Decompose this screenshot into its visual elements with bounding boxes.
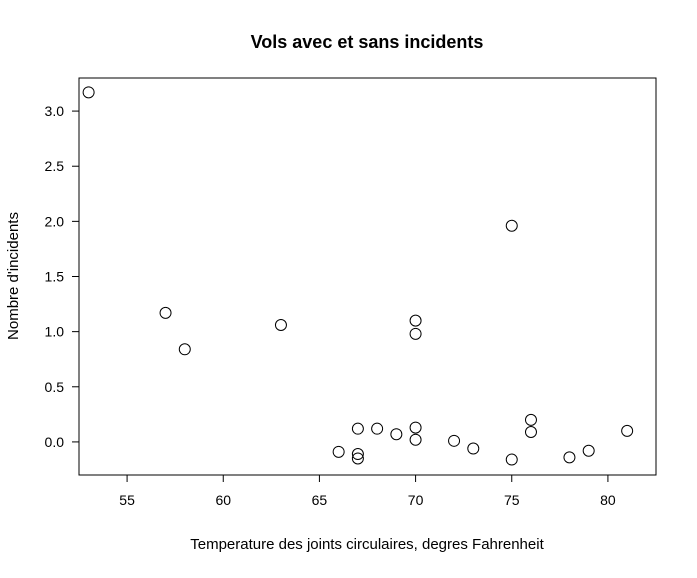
y-tick-label: 0.5 bbox=[45, 379, 65, 395]
y-tick-label: 0.0 bbox=[45, 434, 65, 450]
x-tick-label: 55 bbox=[119, 492, 135, 508]
y-tick-label: 1.0 bbox=[45, 324, 65, 340]
data-point bbox=[390, 428, 403, 441]
data-point bbox=[467, 442, 480, 455]
data-point bbox=[351, 422, 364, 435]
data-point bbox=[351, 452, 364, 465]
x-axis-label: Temperature des joints circulaires, degr… bbox=[190, 536, 544, 553]
x-tick-label: 70 bbox=[408, 492, 424, 508]
data-point bbox=[332, 445, 345, 458]
y-tick-label: 3.0 bbox=[45, 103, 65, 119]
x-tick-label: 60 bbox=[215, 492, 231, 508]
plot-frame bbox=[78, 77, 657, 476]
data-point bbox=[409, 314, 422, 327]
data-point bbox=[582, 444, 595, 457]
y-axis: 0.0 0.5 1.0 1.5 2.0 2.5 3.0 bbox=[45, 103, 80, 450]
data-point bbox=[371, 422, 384, 435]
data-point bbox=[409, 421, 422, 434]
data-point bbox=[82, 86, 95, 99]
data-point bbox=[448, 434, 461, 447]
data-points bbox=[82, 86, 634, 466]
x-axis: 55 60 65 70 75 80 bbox=[119, 474, 616, 508]
y-tick-label: 2.5 bbox=[45, 158, 65, 174]
x-tick-label: 65 bbox=[312, 492, 328, 508]
y-axis-label: Nombre d'incidents bbox=[5, 212, 22, 340]
data-point bbox=[178, 343, 191, 356]
data-point bbox=[409, 433, 422, 446]
data-point bbox=[274, 319, 287, 332]
x-tick-label: 80 bbox=[600, 492, 616, 508]
data-point bbox=[505, 453, 518, 466]
y-tick-label: 1.5 bbox=[45, 269, 65, 285]
data-point bbox=[409, 327, 422, 340]
data-point bbox=[563, 451, 576, 464]
chart-title: Vols avec et sans incidents bbox=[251, 32, 484, 52]
data-point bbox=[621, 424, 634, 437]
data-point bbox=[505, 219, 518, 232]
data-point bbox=[159, 306, 172, 319]
data-point bbox=[524, 425, 537, 438]
x-tick-label: 75 bbox=[504, 492, 520, 508]
data-point bbox=[351, 448, 364, 461]
data-point bbox=[524, 413, 537, 426]
y-tick-label: 2.0 bbox=[45, 213, 65, 229]
